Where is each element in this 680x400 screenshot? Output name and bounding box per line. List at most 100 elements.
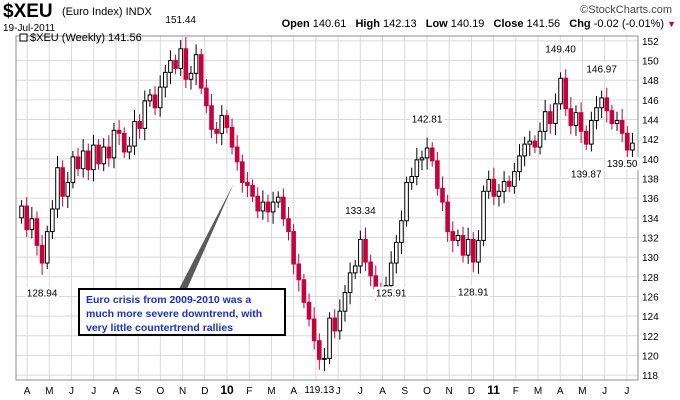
candle-body bbox=[29, 218, 35, 231]
candle-body bbox=[429, 147, 435, 162]
candle-body bbox=[578, 112, 584, 132]
candle-body bbox=[619, 120, 625, 134]
candle-body bbox=[34, 218, 40, 246]
x-tick-label: J bbox=[358, 386, 363, 397]
candle-body bbox=[116, 129, 122, 134]
plot-frame bbox=[15, 35, 639, 381]
candle-body bbox=[625, 132, 630, 151]
price-label-bg bbox=[163, 13, 198, 27]
candle-body bbox=[527, 140, 533, 145]
annotation-line-3: very little countertrend rallies bbox=[86, 322, 234, 334]
annotation-line-1: Euro crisis from 2009-2010 was a bbox=[86, 294, 252, 306]
candle-body bbox=[481, 190, 486, 241]
x-tick-label: M bbox=[267, 386, 275, 397]
pointer-arrow bbox=[179, 183, 234, 289]
candles bbox=[19, 36, 635, 372]
price-label-bg bbox=[410, 112, 445, 126]
candle-body bbox=[209, 105, 214, 130]
candle-body bbox=[471, 238, 476, 263]
chart-symbol: $XEU bbox=[3, 1, 53, 22]
open-label: Open bbox=[281, 18, 310, 30]
candle-body bbox=[311, 318, 317, 342]
x-tick-label: N bbox=[179, 386, 186, 397]
x-tick-label: J bbox=[624, 386, 629, 397]
candle-body bbox=[512, 171, 517, 187]
candle-body bbox=[332, 317, 337, 332]
y-tick-label: 144 bbox=[642, 116, 659, 127]
close-label: Close bbox=[493, 18, 524, 30]
candle-body bbox=[168, 60, 173, 73]
high-label: High bbox=[355, 18, 380, 30]
x-tick-label: O bbox=[157, 386, 165, 397]
candle-body bbox=[589, 120, 594, 145]
candle-body bbox=[250, 184, 255, 197]
chg-label: Chg bbox=[569, 18, 591, 30]
stockcharts-logo[interactable]: ©StockCharts.com bbox=[580, 4, 672, 16]
candle-body bbox=[363, 238, 368, 263]
candle-body bbox=[322, 357, 327, 360]
candle-body bbox=[60, 167, 65, 197]
candle-body bbox=[399, 220, 404, 243]
candle-body bbox=[445, 201, 450, 233]
candle-body bbox=[127, 145, 132, 153]
candle-body bbox=[517, 155, 522, 173]
candle-body bbox=[630, 142, 635, 151]
candle-body bbox=[563, 77, 568, 110]
x-tick-label: N bbox=[446, 386, 453, 397]
price-label-bg bbox=[456, 285, 491, 299]
y-tick-label: 128 bbox=[642, 273, 659, 284]
y-tick-label: 126 bbox=[642, 292, 659, 303]
candle-body bbox=[173, 60, 178, 69]
candle-body bbox=[260, 201, 266, 212]
x-tick-label: O bbox=[423, 386, 431, 397]
candle-body bbox=[506, 180, 512, 187]
y-tick-label: 118 bbox=[642, 371, 658, 382]
candle-body bbox=[286, 218, 291, 233]
price-labels: 128.94 151.44 119.13 133.34 125.91 142.81 128.… bbox=[25, 13, 640, 396]
candle-body bbox=[132, 121, 137, 147]
candle-body bbox=[198, 54, 204, 89]
candle-body bbox=[224, 115, 230, 128]
x-tick-label: M bbox=[534, 386, 542, 397]
candle-body bbox=[553, 103, 558, 124]
candle-body bbox=[204, 87, 209, 107]
chart-name: (Euro Index) INDX bbox=[62, 6, 152, 18]
candle-body bbox=[291, 231, 296, 265]
candle-body bbox=[270, 201, 276, 213]
candle-body bbox=[337, 310, 343, 332]
candle-body bbox=[101, 146, 106, 165]
candle-body bbox=[75, 156, 81, 170]
legend-swatch bbox=[19, 33, 28, 42]
candle-body bbox=[542, 111, 548, 132]
legend: $XEU (Weekly) 141.56 bbox=[19, 32, 142, 44]
candle-body bbox=[281, 196, 286, 220]
y-tick-label: 136 bbox=[642, 194, 659, 205]
x-tick-label: S bbox=[401, 386, 408, 397]
y-tick-label: 142 bbox=[642, 135, 659, 146]
candle-body bbox=[214, 128, 219, 134]
x-tick-label: J bbox=[336, 386, 341, 397]
y-tick-label: 130 bbox=[642, 253, 659, 264]
y-tick-label: 124 bbox=[642, 312, 659, 323]
price-label: 149.40 bbox=[545, 45, 576, 56]
high-value: 142.13 bbox=[383, 18, 417, 30]
y-tick-label: 138 bbox=[642, 175, 659, 186]
legend-label: $XEU (Weekly) 141.56 bbox=[30, 32, 142, 44]
candle-body bbox=[455, 235, 461, 241]
chart-date: 19-Jul-2011 bbox=[3, 23, 56, 34]
candle-body bbox=[86, 150, 91, 171]
candle-body bbox=[394, 241, 399, 264]
price-label: 128.94 bbox=[27, 289, 58, 300]
price-label: 119.13 bbox=[304, 385, 334, 396]
candle-body bbox=[296, 263, 302, 281]
candle-body bbox=[147, 94, 153, 102]
candle-body bbox=[496, 190, 502, 197]
candle-body bbox=[229, 126, 235, 148]
x-tick-label: A bbox=[24, 386, 31, 397]
x-tick-label: M bbox=[578, 386, 586, 397]
down-arrow-icon: ▼ bbox=[667, 19, 676, 29]
quote-summary: Open 140.61 High 142.13 Low 140.19 Close… bbox=[282, 18, 676, 30]
candle-body bbox=[137, 121, 142, 129]
x-tick-label: 11 bbox=[487, 383, 500, 397]
